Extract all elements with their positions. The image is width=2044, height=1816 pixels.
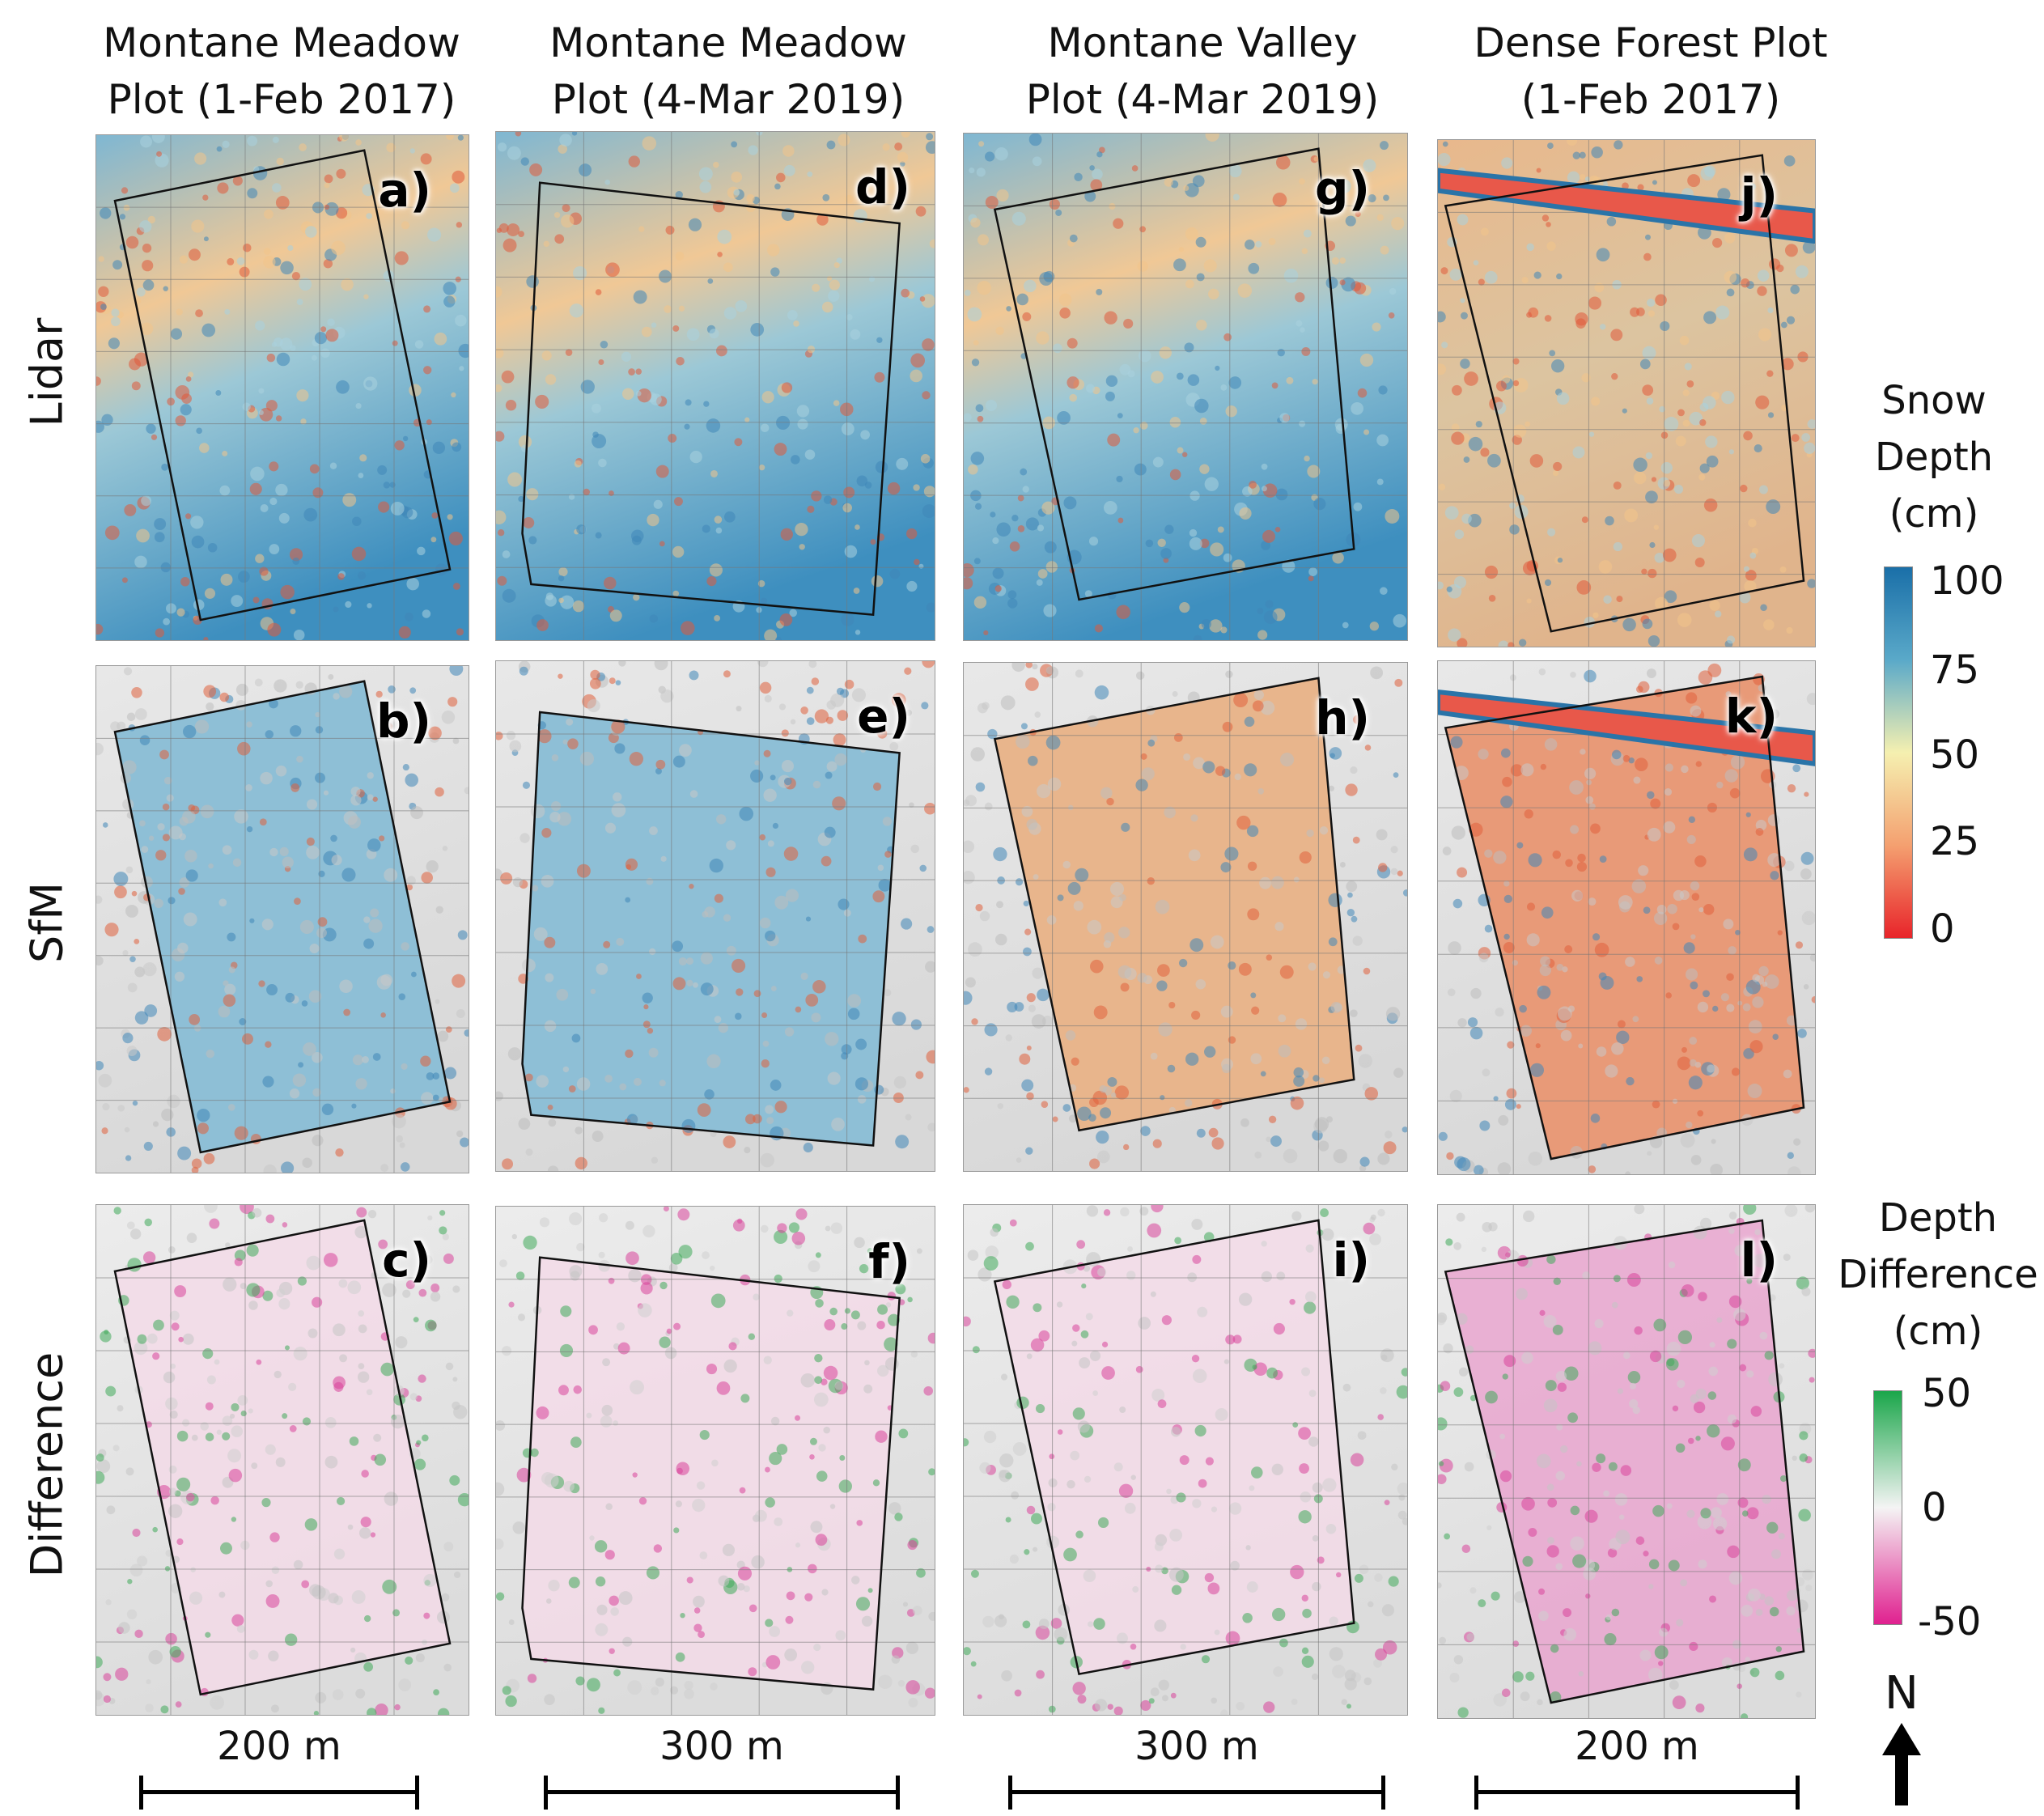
scale-bar-3: 300 m	[1008, 1724, 1385, 1813]
depth-difference-legend-title: Depth Difference (cm)	[1838, 1195, 2038, 1354]
snow-depth-colorbar	[1884, 566, 1913, 939]
panel-letter: i)	[1332, 1233, 1370, 1288]
panel-letter: c)	[382, 1233, 431, 1288]
map-panel-a: a)	[95, 134, 469, 641]
panel-letter: k)	[1724, 689, 1778, 744]
row-title-lidar: Lidar	[21, 317, 73, 427]
map-panel-d: d)	[495, 131, 935, 641]
panel-letter: l)	[1740, 1233, 1778, 1288]
panel-letter: d)	[854, 159, 910, 214]
scale-bar-label: 200 m	[217, 1724, 341, 1769]
scale-bar-line	[1008, 1790, 1385, 1794]
panel-letter: j)	[1740, 168, 1778, 223]
column-title-3: Montane Valley Plot (4-Mar 2019)	[1025, 19, 1380, 123]
scale-bar-label: 300 m	[1134, 1724, 1259, 1769]
scale-bar-2: 300 m	[544, 1724, 900, 1813]
scale-bar-1: 200 m	[139, 1724, 419, 1813]
panel-letter: g)	[1314, 161, 1370, 216]
scale-bar-line	[1474, 1790, 1800, 1794]
depth-difference-tick-0: 0	[1922, 1485, 1947, 1530]
snow-depth-tick-25: 25	[1930, 819, 1980, 864]
panel-letter: b)	[375, 694, 431, 749]
panel-letter: h)	[1315, 690, 1370, 745]
panel-letter: e)	[857, 689, 910, 744]
column-title-2: Montane Meadow Plot (4-Mar 2019)	[549, 19, 907, 123]
depth-difference-tick-50: 50	[1922, 1371, 1972, 1416]
column-title-4: Dense Forest Plot (1-Feb 2017)	[1474, 19, 1828, 123]
snow-depth-tick-75: 75	[1930, 647, 1980, 693]
panel-letter: a)	[378, 163, 431, 218]
map-panel-j: j)	[1437, 139, 1816, 647]
map-panel-b: b)	[95, 665, 469, 1173]
north-label: N	[1885, 1667, 1919, 1720]
depth-difference-colorbar	[1873, 1390, 1902, 1625]
map-panel-f: f)	[495, 1206, 935, 1716]
map-panel-i: i)	[963, 1204, 1408, 1716]
scale-bar-label: 300 m	[659, 1724, 784, 1769]
row-title-difference: Difference	[21, 1351, 73, 1578]
snow-depth-tick-50: 50	[1930, 732, 1980, 778]
depth-difference-tick-minus50: -50	[1918, 1599, 1982, 1644]
scale-bar-line	[544, 1790, 900, 1794]
snow-depth-legend-title: Snow Depth (cm)	[1874, 378, 1994, 537]
column-title-1: Montane Meadow Plot (1-Feb 2017)	[103, 19, 460, 123]
map-panel-k: k)	[1437, 660, 1816, 1175]
map-panel-l: l)	[1437, 1204, 1816, 1719]
scale-bar-label: 200 m	[1575, 1724, 1699, 1769]
map-panel-c: c)	[95, 1204, 469, 1716]
panel-letter: f)	[868, 1234, 910, 1289]
snow-depth-tick-0: 0	[1930, 906, 1955, 952]
north-arrow-icon	[1882, 1723, 1921, 1805]
snow-depth-tick-100: 100	[1930, 558, 2004, 604]
scale-bar-line	[139, 1790, 419, 1794]
map-panel-e: e)	[495, 660, 935, 1172]
north-arrow: N	[1877, 1667, 1926, 1812]
row-title-sfm: SfM	[21, 882, 73, 963]
map-panel-h: h)	[963, 662, 1408, 1172]
scale-bar-4: 200 m	[1474, 1724, 1800, 1813]
map-panel-g: g)	[963, 133, 1408, 641]
